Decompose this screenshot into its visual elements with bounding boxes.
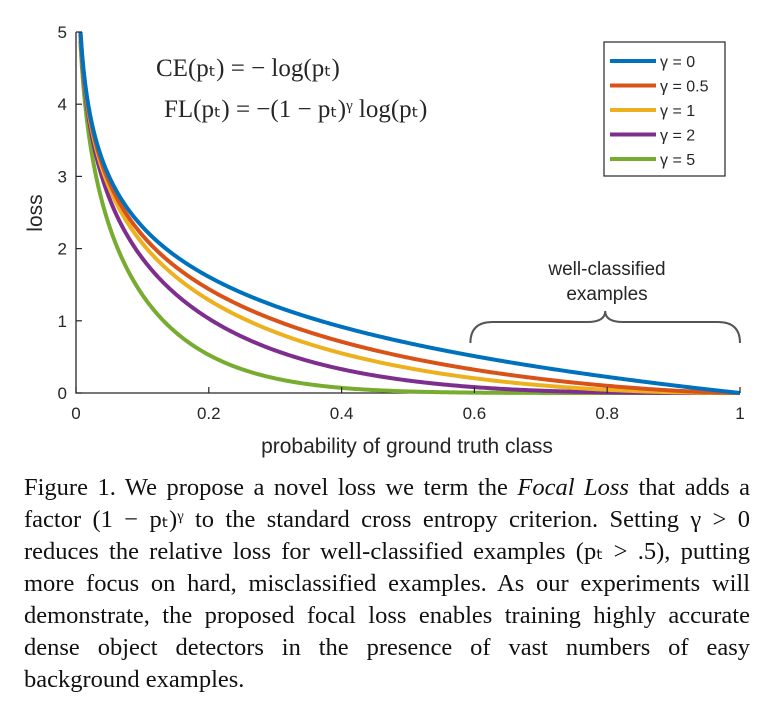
legend-entry-label: γ = 0 <box>660 54 695 71</box>
legend-entry-label: γ = 2 <box>660 128 695 145</box>
caption-term: Focal Loss <box>517 474 629 501</box>
x-tick-label: 0.2 <box>197 404 221 423</box>
x-tick-label: 0.6 <box>463 404 487 423</box>
x-tick-label: 0 <box>71 404 80 423</box>
well-classified-brace <box>469 310 741 344</box>
y-tick-label: 4 <box>58 95 67 114</box>
series-line-gamma-0 <box>78 32 740 395</box>
y-tick-label: 5 <box>58 23 67 42</box>
y-tick-label: 1 <box>58 312 67 331</box>
chart-ticks: 0 0.2 0.4 0.6 0.8 1 0 1 2 3 4 5 <box>58 23 745 423</box>
legend-entry-label: γ = 0.5 <box>660 79 709 96</box>
y-tick-label: 3 <box>58 167 67 186</box>
x-tick-label: 0.4 <box>330 404 354 423</box>
legend-box <box>603 41 726 177</box>
well-classified-label-line1: well-classified <box>547 259 665 280</box>
y-tick-label: 0 <box>58 384 67 403</box>
x-tick-label: 0.8 <box>595 404 619 423</box>
y-tick-label: 2 <box>58 240 67 259</box>
x-axis-label: probability of ground truth class <box>261 435 553 458</box>
ce-formula: CE(pₜ) = − log(pₜ) <box>156 55 340 82</box>
figure-caption: Figure 1. We propose a novel loss we ter… <box>24 472 750 696</box>
series-line-gamma-0-5 <box>78 32 740 395</box>
legend: γ = 0 γ = 0.5 γ = 1 γ = 2 γ = 5 <box>603 41 726 177</box>
x-tick-label: 1 <box>735 404 744 423</box>
legend-entry-label: γ = 5 <box>660 152 695 169</box>
y-axis-label: loss <box>24 194 47 231</box>
caption-rest: that adds a factor (1 − pₜ)ᵞ to the stan… <box>24 474 750 693</box>
caption-label: Figure 1. We propose a novel loss we ter… <box>24 474 518 501</box>
fl-formula: FL(pₜ) = −(1 − pₜ)ᵞ log(pₜ) <box>164 96 427 123</box>
focal-loss-chart: 0 0.2 0.4 0.6 0.8 1 0 1 2 3 4 5 probability of grou… <box>24 23 745 458</box>
series-line-gamma-1 <box>78 32 740 395</box>
legend-entry-label: γ = 1 <box>660 103 695 120</box>
well-classified-label-line2: examples <box>566 284 647 305</box>
chart-series-lines <box>78 32 740 395</box>
